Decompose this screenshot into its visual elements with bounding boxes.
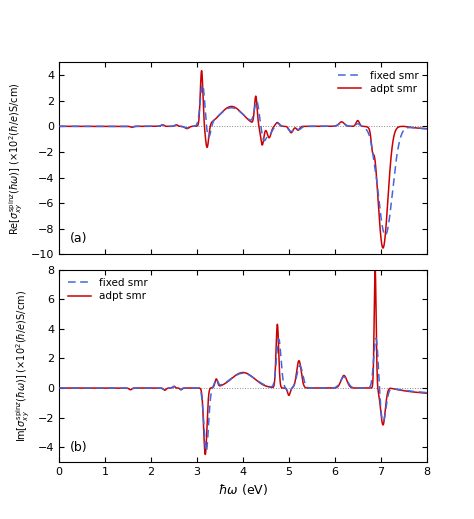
fixed smr xyxy=(329,385,335,391)
fixed smr xyxy=(56,123,62,129)
fixed smr xyxy=(329,123,335,129)
adpt smr xyxy=(348,385,354,391)
fixed smr xyxy=(424,389,429,395)
fixed smr xyxy=(348,384,354,390)
Text: (b): (b) xyxy=(70,441,88,454)
fixed smr xyxy=(274,352,280,359)
adpt smr xyxy=(290,385,295,391)
fixed smr xyxy=(190,124,195,130)
Legend: fixed smr, adpt smr: fixed smr, adpt smr xyxy=(335,67,421,97)
adpt smr xyxy=(290,128,295,134)
Y-axis label: Im[$\sigma_{xy}^{\mathrm{spin}z}(\hbar\omega)$] ($\times10^2(\hbar/e)$S/cm): Im[$\sigma_{xy}^{\mathrm{spin}z}(\hbar\o… xyxy=(15,290,32,442)
adpt smr xyxy=(380,245,386,251)
adpt smr xyxy=(199,67,204,74)
fixed smr xyxy=(348,123,354,129)
fixed smr xyxy=(424,126,429,132)
fixed smr xyxy=(373,335,379,342)
fixed smr xyxy=(290,384,295,390)
fixed smr xyxy=(203,448,209,455)
fixed smr xyxy=(75,123,81,129)
adpt smr xyxy=(348,123,354,129)
fixed smr xyxy=(56,385,62,391)
adpt smr xyxy=(202,452,208,458)
Legend: fixed smr, adpt smr: fixed smr, adpt smr xyxy=(64,275,151,304)
adpt smr xyxy=(190,385,195,391)
fixed smr xyxy=(190,385,195,391)
adpt smr xyxy=(56,123,62,129)
adpt smr xyxy=(424,126,429,132)
adpt smr xyxy=(274,330,280,336)
X-axis label: $\hbar\omega$ (eV): $\hbar\omega$ (eV) xyxy=(218,482,268,497)
adpt smr xyxy=(372,267,378,273)
fixed smr xyxy=(290,128,295,134)
Line: adpt smr: adpt smr xyxy=(59,71,427,248)
adpt smr xyxy=(56,385,62,391)
Line: fixed smr: fixed smr xyxy=(59,85,427,235)
adpt smr xyxy=(190,123,195,129)
Y-axis label: Re[$\sigma_{xy}^{\mathrm{spin}z}(\hbar\omega)$] ($\times10^2(\hbar/e)$S/cm): Re[$\sigma_{xy}^{\mathrm{spin}z}(\hbar\o… xyxy=(8,82,26,235)
fixed smr xyxy=(200,81,205,88)
adpt smr xyxy=(75,123,81,129)
fixed smr xyxy=(75,385,81,391)
fixed smr xyxy=(383,232,388,238)
adpt smr xyxy=(274,120,280,126)
adpt smr xyxy=(329,123,335,129)
adpt smr xyxy=(75,385,81,391)
Line: adpt smr: adpt smr xyxy=(59,270,427,455)
Line: fixed smr: fixed smr xyxy=(59,338,427,452)
adpt smr xyxy=(329,385,335,391)
Text: (a): (a) xyxy=(70,232,88,245)
adpt smr xyxy=(424,390,429,397)
fixed smr xyxy=(274,121,280,127)
